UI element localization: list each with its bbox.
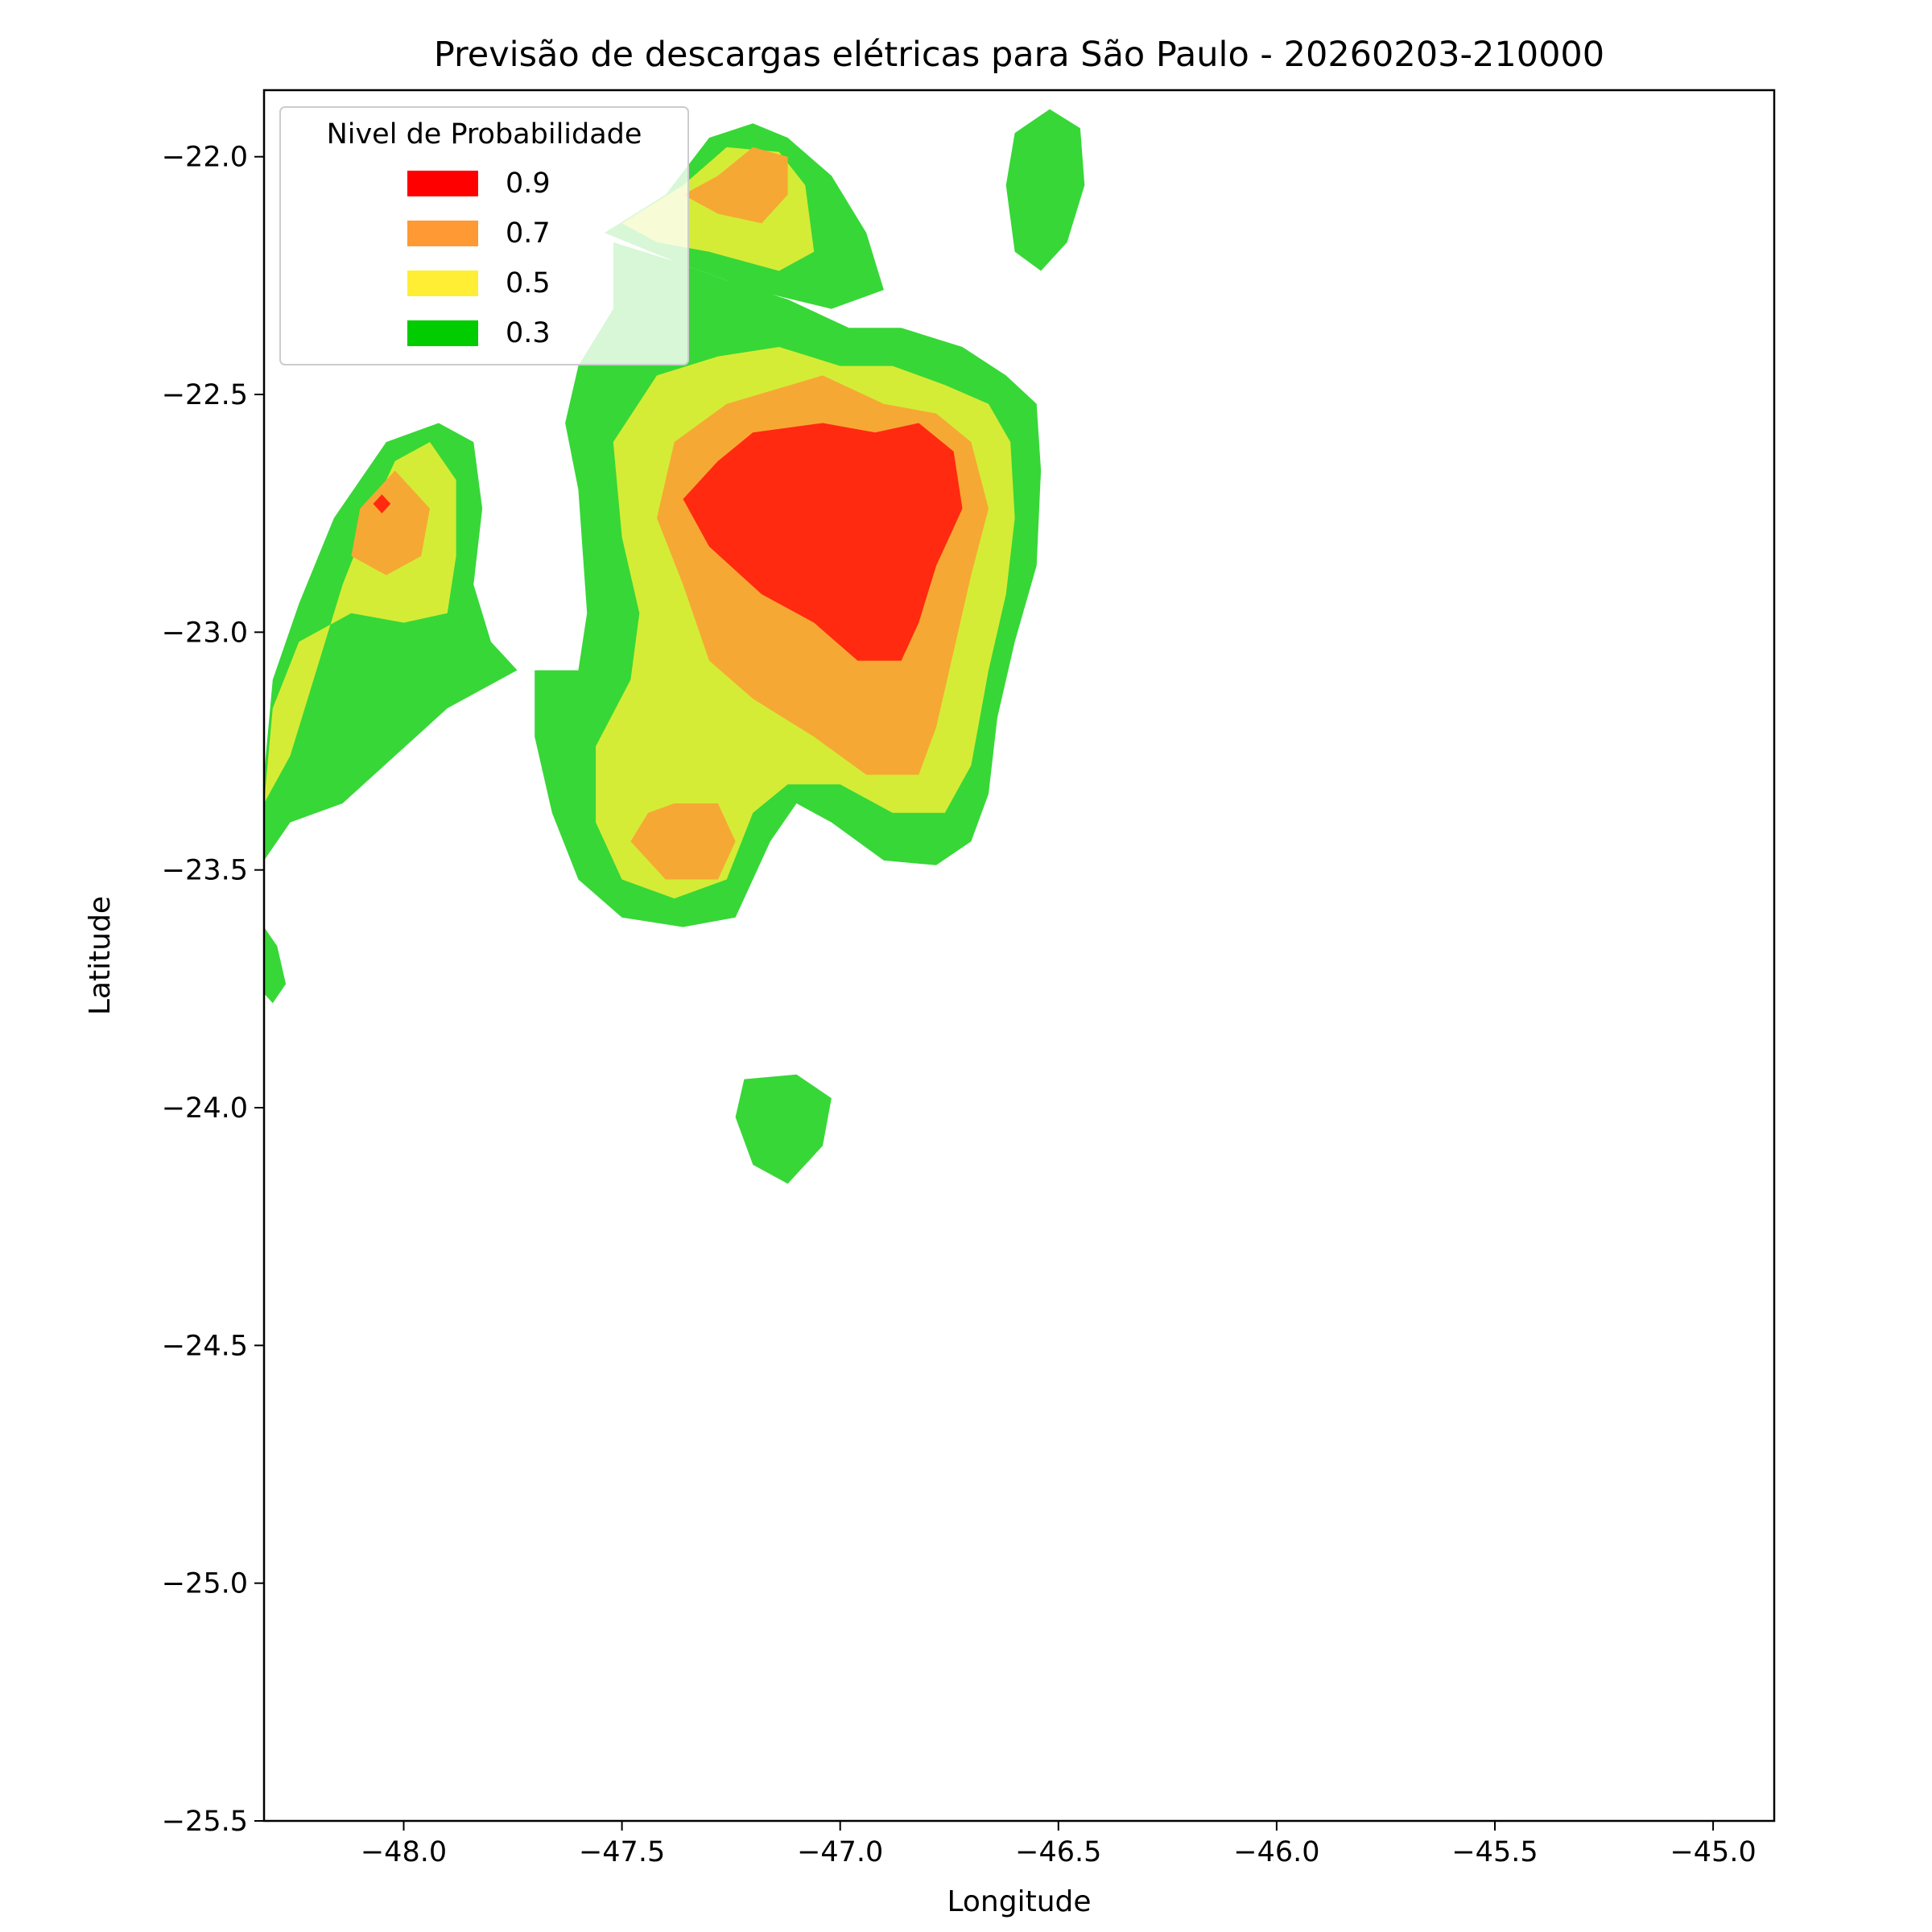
contour-region-07-11	[683, 147, 788, 224]
contour-region-07-12	[351, 470, 430, 576]
y-tick-label: −25.0	[162, 1568, 248, 1600]
x-tick-label: −47.0	[797, 1836, 883, 1868]
contour-region-03-4	[735, 1074, 832, 1184]
y-axis: −22.0 −22.5 −23.0 −23.5 −24.0 −24.5 −25.0 −25.5	[162, 142, 264, 1838]
chart-title: Previsão de descargas elétricas para São…	[434, 35, 1604, 75]
legend-label-07: 0.7	[506, 217, 551, 250]
x-tick-label: −46.0	[1233, 1836, 1319, 1868]
legend-swatch-03	[407, 320, 478, 346]
legend-box	[279, 106, 689, 365]
x-tick-label: −45.0	[1670, 1836, 1756, 1868]
y-tick-label: −24.0	[162, 1092, 248, 1125]
y-tick-label: −23.0	[162, 617, 248, 649]
y-tick-label: −23.5	[162, 855, 248, 887]
legend: Nivel de Probabilidade 0.9 0.7 0.5 0.3	[279, 106, 689, 365]
legend-swatch-09	[407, 171, 478, 196]
y-tick-label: −22.0	[162, 142, 248, 174]
legend-label-03: 0.3	[506, 317, 551, 349]
legend-label-09: 0.9	[506, 167, 551, 200]
y-axis-title: Latitude	[84, 896, 117, 1015]
plot-area	[264, 109, 1085, 1184]
x-tick-label: −46.5	[1015, 1836, 1101, 1868]
x-tick-label: −48.0	[361, 1836, 447, 1868]
contour-region-09-14	[373, 494, 391, 514]
y-tick-label: −24.5	[162, 1330, 248, 1362]
legend-title: Nivel de Probabilidade	[327, 118, 642, 151]
x-axis: −48.0 −47.5 −47.0 −46.5 −46.0 −45.5 −45.0	[361, 1821, 1757, 1868]
legend-swatch-07	[407, 221, 478, 246]
plot-frame	[262, 89, 1776, 1823]
legend-label-05: 0.5	[506, 267, 551, 299]
contour-region-03-5	[264, 927, 287, 1004]
contour-region-09-13	[683, 423, 963, 661]
x-tick-label: −47.5	[579, 1836, 665, 1868]
contour-region-03-3	[1005, 109, 1085, 271]
x-axis-title: Longitude	[947, 1885, 1091, 1918]
legend-swatch-05	[407, 270, 478, 296]
y-tick-label: −25.5	[162, 1806, 248, 1838]
x-tick-label: −45.5	[1451, 1836, 1538, 1868]
y-tick-label: −22.5	[162, 379, 248, 411]
contour-region-07-10	[630, 803, 736, 880]
